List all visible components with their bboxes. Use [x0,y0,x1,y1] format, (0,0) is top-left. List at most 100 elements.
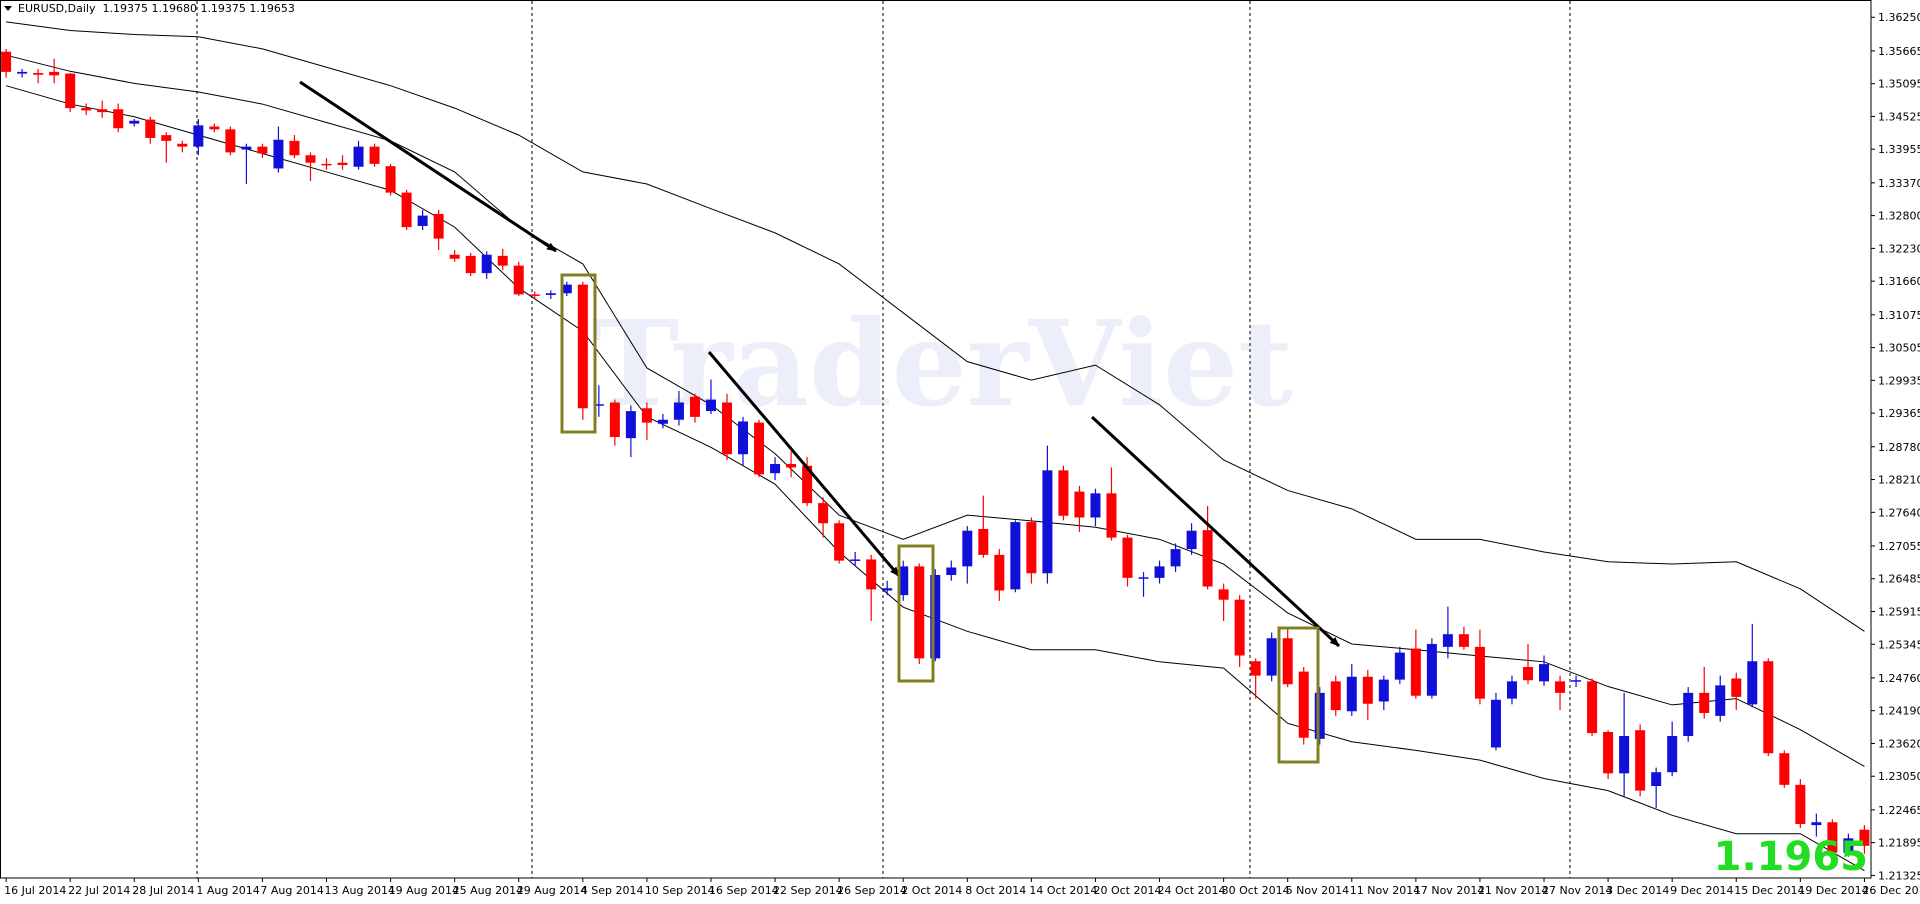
candle-body [1298,671,1309,738]
candle-body [529,294,540,296]
candle-body [1314,692,1325,739]
candle-body [1202,530,1213,587]
candle-body [946,567,957,575]
y-tick-label: 1.31075 [1878,309,1920,322]
candle-body [1539,664,1550,682]
candle-body [65,73,76,109]
candle-body [401,192,412,228]
candle-body [1683,692,1694,736]
candle-body [673,402,684,420]
candle-body [17,71,28,74]
candle-body [1843,838,1854,853]
candle-body [882,588,893,591]
candle-body [49,71,60,76]
x-tick-label: 24 Oct 2014 [1158,884,1226,897]
candle-body [1619,735,1630,774]
y-tick-label: 1.32800 [1878,210,1920,223]
annotations [299,80,1341,764]
candle-body [1154,566,1165,578]
x-tick-label: 21 Nov 2014 [1478,884,1548,897]
candle-body [1571,680,1582,682]
y-tick-label: 1.31660 [1878,275,1920,288]
x-tick-label: 19 Aug 2014 [389,884,459,897]
candle-body [1426,643,1437,696]
candle-body [1635,730,1646,791]
candle-body [1651,772,1662,787]
candle-body [1186,530,1197,550]
candle-body [1234,599,1245,656]
plot-frame [0,0,1872,879]
candle-body [1106,493,1117,538]
candle-body [914,566,925,659]
x-tick-label: 2 Oct 2014 [901,884,962,897]
y-tick-label: 1.28210 [1878,474,1920,487]
candle-body [1827,822,1838,853]
candle-body [145,119,156,138]
candle-body [497,255,508,266]
y-tick-label: 1.29935 [1878,374,1920,387]
period-separators [196,1,1571,878]
candle-body [1731,678,1742,697]
candle-body [1442,634,1453,647]
y-tick-label: 1.34525 [1878,110,1920,123]
candle-body [705,399,716,412]
candle-body [273,139,284,169]
y-tick-label: 1.21325 [1878,869,1920,882]
x-tick-label: 8 Oct 2014 [965,884,1026,897]
band-line [5,54,1865,767]
candle-body [97,109,108,113]
candle-body [1266,638,1277,676]
candle-body [625,411,636,439]
x-tick-label: 19 Dec 2014 [1798,884,1868,897]
candle-body [834,523,845,561]
x-tick-label: 30 Oct 2014 [1222,884,1290,897]
candle-body [209,126,220,130]
candle-body [481,254,492,274]
highlight-box [560,273,597,434]
candle-body [1074,491,1085,518]
candle-body [738,421,749,455]
y-tick-label: 1.24190 [1878,705,1920,718]
y-tick-label: 1.25345 [1878,638,1920,651]
x-tick-label: 9 Dec 2014 [1670,884,1733,897]
x-tick-label: 15 Dec 2014 [1734,884,1804,897]
candle-body [161,135,172,141]
x-tick-label: 29 Aug 2014 [517,884,587,897]
x-tick-label: 22 Jul 2014 [68,884,130,897]
candle-body [1170,549,1181,567]
y-tick-label: 1.32230 [1878,242,1920,255]
price-axis: 1.36250 1.35665 1.35095 1.34525 1.33955 1.333… [1870,0,1920,882]
candle-body [1410,648,1421,696]
x-tick-label: 16 Sep 2014 [709,884,779,897]
candle-body [1474,646,1485,699]
candle-body [593,404,604,406]
candle-body [81,108,92,111]
x-tick-label: 4 Sep 2014 [581,884,644,897]
candle-body [1811,822,1822,826]
x-tick-label: 13 Aug 2014 [325,884,395,897]
y-tick-label: 1.26485 [1878,573,1920,586]
candle-body [609,402,620,437]
candle-body [1603,731,1614,774]
candle-body [1346,676,1357,712]
y-tick-label: 1.25915 [1878,605,1920,618]
candle-body [1090,493,1101,518]
candle-body [689,396,700,417]
candle-body [1010,522,1021,590]
x-tick-label: 3 Dec 2014 [1606,884,1669,897]
candle-body [289,140,300,156]
candle-body [1795,784,1806,824]
candle-body [1330,681,1341,711]
candle-body [257,146,268,154]
x-tick-label: 22 Sep 2014 [773,884,843,897]
candle-body [1667,735,1678,773]
candle-body [1362,676,1373,704]
candle-body [1394,652,1405,680]
candle-body [898,566,909,596]
chart-header: EURUSD,Daily 1.19375 1.19680 1.19375 1.1… [18,2,295,15]
candle-body [225,129,236,153]
candle-body [1506,681,1517,699]
candle-body [1058,470,1069,516]
x-tick-label: 1 Aug 2014 [196,884,259,897]
